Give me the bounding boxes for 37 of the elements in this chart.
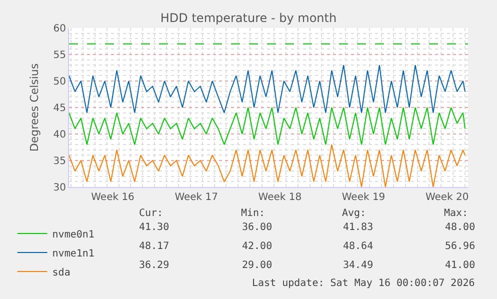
legend-label: nvme0n1 bbox=[52, 229, 94, 240]
y-tick-label: 50 bbox=[53, 76, 66, 88]
legend-label: sda bbox=[52, 267, 70, 278]
x-tick-label: Week 16 bbox=[91, 192, 134, 203]
x-tick-label: Week 17 bbox=[174, 192, 218, 203]
chart-title: HDD temperature - by month bbox=[160, 11, 337, 26]
x-tick-label: Week 19 bbox=[342, 192, 386, 203]
text: 36.00 bbox=[242, 222, 272, 233]
y-tick-label: 35 bbox=[53, 156, 66, 167]
legend-label: nvme1n1 bbox=[52, 248, 94, 260]
x-tick-label: Week 20 bbox=[425, 192, 469, 203]
text: Cur: bbox=[139, 208, 164, 219]
text: 34.49 bbox=[343, 260, 374, 271]
y-tick-label: 40 bbox=[53, 130, 66, 140]
text: Last update: Sat May 16 00:00:07 2026 bbox=[252, 278, 475, 289]
line-series bbox=[69, 64, 466, 114]
text: 29.00 bbox=[242, 260, 272, 271]
text: 41.00 bbox=[445, 260, 476, 271]
y-axis-title: Degrees Celsius bbox=[28, 63, 41, 152]
text: 56.96 bbox=[445, 241, 476, 252]
text: 42.00 bbox=[242, 241, 272, 252]
y-tick-label: 55 bbox=[53, 50, 66, 61]
text: Avg: bbox=[342, 208, 366, 219]
text: 48.17 bbox=[139, 241, 170, 252]
text: 48.00 bbox=[445, 222, 476, 233]
text: 41.30 bbox=[139, 222, 170, 233]
text: Min: bbox=[241, 208, 266, 219]
text: Max: bbox=[444, 208, 468, 219]
line-series bbox=[69, 107, 466, 146]
y-tick-label: 30 bbox=[53, 182, 66, 194]
y-tick-label: 45 bbox=[53, 103, 66, 114]
line-series bbox=[69, 144, 466, 187]
y-tick-label: 60 bbox=[53, 24, 66, 34]
text: 36.29 bbox=[139, 260, 170, 271]
text: 48.64 bbox=[343, 241, 374, 252]
text: 41.83 bbox=[343, 222, 374, 233]
x-tick-label: Week 18 bbox=[258, 192, 302, 203]
